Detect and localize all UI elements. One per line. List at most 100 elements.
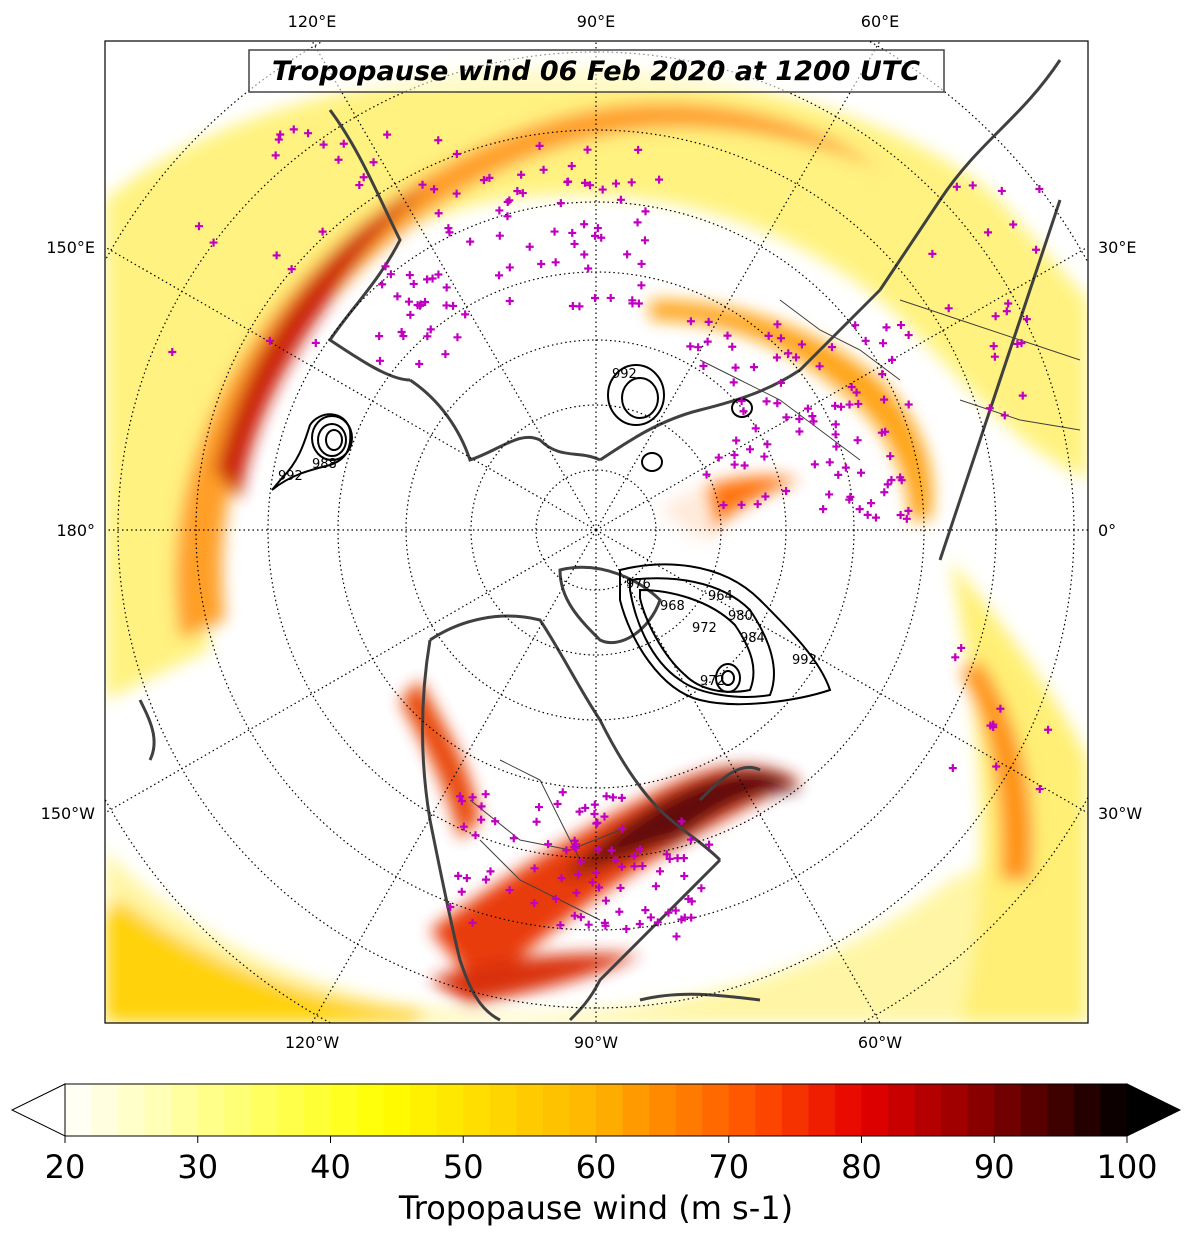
station-marker bbox=[571, 843, 580, 852]
station-marker bbox=[535, 803, 543, 812]
station-marker bbox=[503, 197, 512, 206]
station-marker bbox=[570, 239, 579, 248]
station-marker bbox=[904, 506, 913, 515]
station-marker bbox=[896, 321, 905, 330]
station-marker bbox=[618, 824, 627, 833]
station-marker bbox=[815, 362, 824, 371]
station-marker bbox=[857, 468, 866, 477]
colorbar-tick-label: 20 bbox=[45, 1148, 86, 1186]
station-marker bbox=[731, 363, 740, 372]
station-marker bbox=[655, 867, 664, 876]
station-marker bbox=[304, 129, 313, 138]
colorbar-swatch bbox=[914, 1084, 942, 1136]
station-marker bbox=[852, 388, 861, 397]
station-marker bbox=[406, 310, 415, 319]
colorbar-swatch bbox=[144, 1084, 172, 1136]
station-marker bbox=[581, 178, 590, 187]
station-marker bbox=[627, 178, 636, 187]
station-marker bbox=[763, 440, 772, 449]
station-marker bbox=[704, 317, 713, 326]
station-marker bbox=[737, 500, 746, 509]
station-marker bbox=[616, 195, 625, 204]
lon-label-left: 150°E bbox=[46, 238, 95, 257]
station-marker bbox=[289, 125, 298, 134]
station-marker bbox=[556, 199, 565, 208]
station-marker bbox=[810, 460, 819, 469]
station-marker bbox=[485, 173, 494, 182]
station-marker bbox=[854, 399, 863, 408]
station-marker bbox=[558, 788, 567, 797]
lon-label-right: 30°W bbox=[1098, 804, 1142, 823]
station-marker bbox=[318, 227, 327, 236]
colorbar-swatch bbox=[569, 1084, 597, 1136]
station-marker bbox=[705, 840, 714, 849]
station-marker bbox=[617, 862, 626, 871]
station-marker bbox=[359, 173, 368, 182]
station-marker bbox=[505, 263, 514, 272]
station-marker bbox=[904, 400, 913, 409]
station-marker bbox=[591, 294, 600, 303]
station-marker bbox=[1000, 411, 1009, 420]
lon-label-right: 0° bbox=[1098, 521, 1116, 540]
contour-label: 964 bbox=[708, 589, 733, 604]
station-marker bbox=[635, 920, 644, 929]
station-marker bbox=[334, 155, 343, 164]
station-marker bbox=[550, 227, 559, 236]
station-marker bbox=[557, 874, 566, 883]
station-marker bbox=[471, 831, 480, 840]
station-marker bbox=[453, 333, 462, 342]
colorbar-swatch bbox=[1020, 1084, 1048, 1136]
station-marker bbox=[948, 764, 957, 773]
station-marker bbox=[751, 424, 760, 433]
contour-label: 988 bbox=[312, 457, 337, 472]
station-marker bbox=[600, 812, 609, 821]
station-marker bbox=[1022, 315, 1031, 324]
station-marker bbox=[749, 363, 758, 372]
station-marker bbox=[495, 231, 504, 240]
contour-label: 992 bbox=[792, 653, 817, 668]
station-marker bbox=[457, 887, 466, 896]
station-marker bbox=[503, 212, 512, 221]
station-marker bbox=[378, 280, 387, 289]
colorbar-tick-label: 40 bbox=[310, 1148, 351, 1186]
colorbar-swatch bbox=[808, 1084, 836, 1136]
station-marker bbox=[594, 845, 603, 854]
station-marker bbox=[684, 895, 693, 904]
station-marker bbox=[1004, 299, 1013, 308]
lon-label-left: 150°W bbox=[41, 804, 96, 823]
station-marker bbox=[455, 792, 464, 801]
map-frame bbox=[104, 40, 1089, 1024]
station-marker bbox=[441, 350, 450, 359]
station-marker bbox=[442, 283, 451, 292]
station-marker bbox=[194, 222, 203, 231]
colorbar-title: Tropopause wind (m s-1) bbox=[398, 1189, 793, 1227]
station-marker bbox=[452, 189, 461, 198]
colorbar-swatch bbox=[596, 1084, 624, 1136]
colorbar-swatch bbox=[171, 1084, 199, 1136]
station-marker bbox=[634, 145, 643, 154]
station-marker bbox=[664, 908, 673, 917]
lon-label-bottom: 120°W bbox=[285, 1033, 340, 1052]
colorbar-tick-label: 80 bbox=[841, 1148, 882, 1186]
station-marker bbox=[423, 332, 432, 341]
station-marker bbox=[446, 903, 455, 912]
station-marker bbox=[454, 871, 463, 880]
station-marker bbox=[686, 317, 695, 326]
contour-label: 992 bbox=[612, 367, 637, 382]
station-marker bbox=[1044, 725, 1053, 734]
station-marker bbox=[583, 145, 592, 154]
colorbar-swatch bbox=[888, 1084, 916, 1136]
station-marker bbox=[597, 233, 606, 242]
colorbar-swatch bbox=[728, 1084, 756, 1136]
station-marker bbox=[819, 505, 828, 514]
station-marker bbox=[518, 189, 527, 198]
station-marker bbox=[593, 818, 602, 827]
station-marker bbox=[851, 321, 860, 330]
colorbar-swatch bbox=[967, 1084, 995, 1136]
station-marker bbox=[773, 320, 782, 329]
colorbar-swatch bbox=[622, 1084, 650, 1136]
colorbar-tick-label: 60 bbox=[576, 1148, 617, 1186]
station-marker bbox=[641, 906, 650, 915]
colorbar-swatch bbox=[675, 1084, 703, 1136]
station-marker bbox=[551, 894, 560, 903]
